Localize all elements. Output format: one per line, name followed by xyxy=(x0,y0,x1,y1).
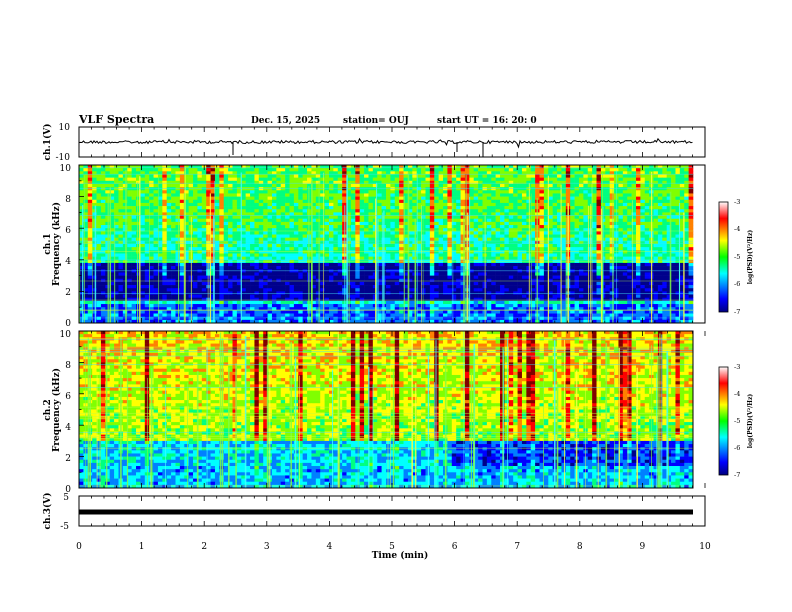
ch3-ytick-top: 5 xyxy=(63,493,69,503)
ch1-spectrogram-ylabel-channel: ch.1 xyxy=(43,233,53,254)
ch2-cbar-tick-m4: -4 xyxy=(734,390,740,398)
time-tick-1: 1 xyxy=(139,542,145,552)
ch2-freq-tick-4: 4 xyxy=(65,423,71,433)
ch3-ytick-bottom: -5 xyxy=(60,522,69,532)
ch1-cbar-tick-m4: -4 xyxy=(734,225,740,233)
time-tick-2: 2 xyxy=(201,542,207,552)
ch1-ytick-top: 10 xyxy=(59,123,71,133)
ch3-waveform-panel: 5 -5 ch.3(V) xyxy=(42,493,706,532)
time-tick-3: 3 xyxy=(264,542,270,552)
time-tick-5: 5 xyxy=(389,542,395,552)
ch3-waveform-ylabel: ch.3(V) xyxy=(42,493,53,530)
ch2-freq-tick-10: 10 xyxy=(60,330,72,340)
ch3-waveform-ticks xyxy=(78,496,706,526)
ch1-freq-tick-10: 10 xyxy=(60,164,72,174)
ch1-waveform-trace xyxy=(78,137,693,149)
header-date: Dec. 15, 2025 xyxy=(251,116,320,126)
ch1-freq-tick-8: 8 xyxy=(65,195,71,205)
ch1-spectrogram-panel: 10 8 6 4 2 0 ch.1 Frequency (kHz) -3 -4 … xyxy=(43,164,754,329)
ch2-spectrogram-panel: 10 8 6 4 2 0 ch.2 Frequency (kHz) -3 -4 … xyxy=(43,330,754,495)
time-tick-10: 10 xyxy=(699,542,711,552)
time-tick-9: 9 xyxy=(640,542,646,552)
ch1-colorbar xyxy=(718,201,729,313)
time-tick-6: 6 xyxy=(452,542,458,552)
ch2-freq-tick-2: 2 xyxy=(65,454,71,464)
ch2-colorbar-label: log(PSD)(V²/Hz) xyxy=(747,394,754,449)
ch2-spectrogram-ylabel-frequency: Frequency (kHz) xyxy=(51,368,62,452)
time-tick-4: 4 xyxy=(327,542,333,552)
ch1-spectrogram-heatmap xyxy=(79,165,694,324)
ch1-freq-tick-4: 4 xyxy=(65,257,71,267)
ch1-freq-tick-2: 2 xyxy=(65,288,71,298)
ch1-cbar-tick-m7: -7 xyxy=(734,308,740,316)
ch2-spectrogram-heatmap xyxy=(79,331,694,489)
ch1-cbar-tick-m5: -5 xyxy=(734,253,740,261)
ch1-colorbar-label: log(PSD)(V²/Hz) xyxy=(747,230,754,285)
time-tick-8: 8 xyxy=(577,542,583,552)
time-tick-7: 7 xyxy=(514,542,520,552)
time-axis-label: Time (min) xyxy=(372,550,429,561)
ch1-waveform-ylabel: ch.1(V) xyxy=(42,124,53,161)
ch1-freq-tick-0: 0 xyxy=(65,319,71,329)
ch2-spectrogram-ticks xyxy=(78,330,706,489)
ch1-waveform-ticks xyxy=(78,127,706,157)
header-station: station= OUJ xyxy=(343,116,409,126)
ch2-cbar-tick-m5: -5 xyxy=(734,417,740,425)
ch1-waveform-panel: 10 -10 ch.1(V) xyxy=(42,123,706,163)
ch1-spectrogram-ylabel-frequency: Frequency (kHz) xyxy=(51,202,62,286)
ch2-cbar-tick-m7: -7 xyxy=(734,471,740,479)
time-axis: 0 1 2 3 4 5 6 7 8 9 10 Time (min) xyxy=(76,542,711,561)
ch1-cbar-tick-m3: -3 xyxy=(734,198,740,206)
ch1-ytick-bottom: -10 xyxy=(56,153,71,163)
ch2-spectrogram-ylabel-channel: ch.2 xyxy=(43,399,53,420)
header-start-time: start UT = 16: 20: 0 xyxy=(437,116,537,126)
ch2-cbar-tick-m3: -3 xyxy=(734,363,740,371)
ch2-freq-tick-6: 6 xyxy=(65,392,71,402)
ch1-cbar-tick-m6: -6 xyxy=(734,280,740,288)
ch1-spectrogram-ticks xyxy=(78,164,706,324)
ch1-freq-tick-6: 6 xyxy=(65,226,71,236)
ch2-freq-tick-8: 8 xyxy=(65,361,71,371)
ch2-colorbar xyxy=(718,366,729,476)
time-tick-0: 0 xyxy=(76,542,82,552)
ch2-cbar-tick-m6: -6 xyxy=(734,444,740,452)
chart-title: VLF Spectra xyxy=(78,113,154,126)
ch2-freq-tick-0: 0 xyxy=(65,485,71,495)
